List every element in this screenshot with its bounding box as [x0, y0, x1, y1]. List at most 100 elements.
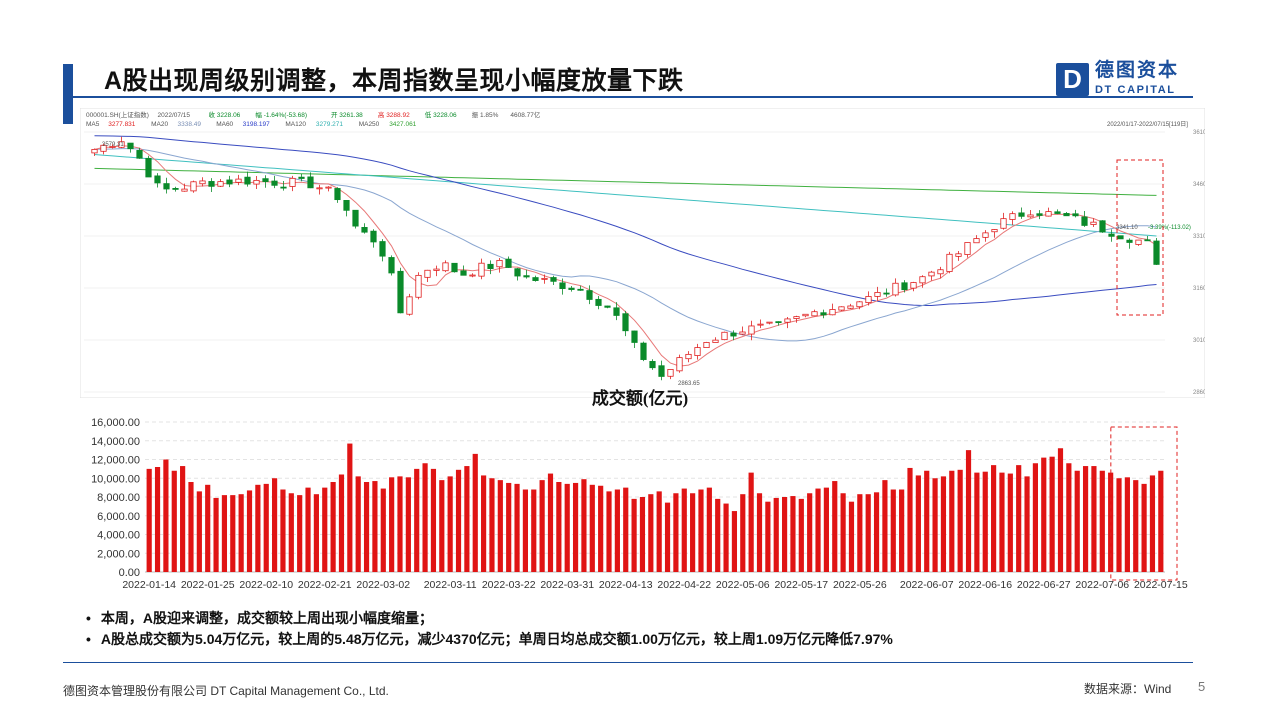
candle-body: [289, 177, 296, 187]
x-tick-label: 2022-04-13: [599, 579, 653, 591]
volume-bar: [740, 494, 746, 572]
candle-body: [514, 268, 521, 277]
ma250-line: [94, 167, 1157, 196]
volume-bar: [481, 475, 487, 572]
candle-body: [694, 347, 701, 356]
volume-bar: [1124, 477, 1130, 572]
candle-body: [955, 253, 962, 257]
candle-body: [136, 150, 143, 159]
low-label: 2863.65: [678, 381, 700, 387]
volume-bar: [238, 494, 244, 572]
volume-bar: [940, 476, 947, 572]
ma-legend-item: 3338.49: [178, 121, 202, 128]
volume-bar: [815, 488, 821, 572]
x-tick-label: 2022-06-07: [900, 579, 954, 591]
volume-bar: [840, 493, 846, 572]
volume-bar: [873, 492, 880, 572]
volume-bar: [639, 497, 646, 572]
volume-bar: [698, 489, 704, 572]
candle-body: [613, 307, 620, 316]
volume-bar: [1032, 463, 1039, 572]
volume-bar: [1149, 475, 1156, 572]
candle-body: [496, 259, 503, 268]
volume-bar: [305, 487, 311, 572]
candle-body: [415, 274, 422, 298]
volume-bar: [748, 472, 754, 572]
ma-legend-item: MA5: [86, 121, 100, 128]
candle-body: [334, 188, 341, 201]
volume-bar: [380, 488, 386, 572]
candle-body: [757, 323, 764, 326]
volume-bar: [614, 489, 620, 572]
volume-bar: [756, 493, 763, 572]
volume-bar: [1057, 448, 1064, 572]
x-tick-label: 2022-06-27: [1017, 579, 1071, 591]
candle-body: [802, 313, 809, 317]
x-tick-label: 2022-05-17: [774, 579, 828, 591]
candle-body: [100, 144, 107, 152]
volume-bar: [297, 495, 303, 572]
volume-bar: [447, 476, 453, 572]
candle-body: [208, 181, 215, 187]
candle-body: [865, 296, 872, 303]
volume-bar: [372, 481, 378, 572]
x-tick-label: 2022-07-15: [1134, 579, 1188, 591]
y-tick-label: 0.00: [119, 567, 140, 579]
volume-bar: [146, 468, 152, 572]
ma-legend-item: MA120: [285, 121, 306, 128]
volume-bar: [932, 478, 938, 572]
y-tick-label: 4,000.00: [97, 530, 140, 542]
x-tick-label: 2022-02-10: [239, 579, 293, 591]
candle-body: [1099, 220, 1106, 233]
page-title: A股出现周级别调整，本周指数呈现小幅度放量下跌: [104, 67, 684, 95]
candle-body: [1000, 218, 1007, 229]
candle-body: [604, 305, 611, 308]
y-tick-label: 16,000.00: [91, 417, 140, 429]
candle-body: [226, 179, 233, 185]
x-tick-label: 2022-03-31: [540, 579, 594, 591]
current-change-label: -3.39%(-113.02): [1148, 225, 1191, 231]
volume-bar: [472, 453, 478, 572]
y-tick-label: 3610: [1193, 130, 1205, 136]
volume-bar: [389, 477, 395, 572]
x-tick-label: 2022-03-11: [424, 579, 477, 591]
candle-body: [928, 271, 935, 277]
candle-body: [838, 306, 845, 311]
candle-body: [649, 361, 656, 369]
x-tick-label: 2022-01-14: [122, 579, 176, 591]
x-tick-label: 2022-05-06: [716, 579, 770, 591]
title-rule: [63, 96, 1193, 98]
info-line-item: 幅 -1.64%(-53.68): [255, 110, 307, 119]
candle-body: [163, 183, 170, 190]
candle-body: [127, 142, 134, 150]
candle-body: [631, 330, 638, 343]
candle-body: [766, 321, 773, 324]
candle-body: [370, 230, 377, 243]
ma-legend-item: 3277.831: [108, 121, 135, 128]
volume-bar: [598, 485, 604, 572]
candle-body: [280, 186, 287, 189]
ma120-line: [94, 154, 1157, 237]
volume-bar: [506, 482, 512, 572]
y-tick-label: 14,000.00: [91, 436, 140, 448]
candle-body: [343, 200, 350, 211]
page-number: 5: [1198, 679, 1206, 694]
candle-body: [820, 312, 827, 316]
volume-bar: [781, 497, 788, 572]
volume-bar: [949, 470, 955, 572]
volume-bar: [1049, 456, 1055, 572]
candle-body: [352, 209, 359, 227]
volume-bar: [347, 443, 353, 572]
ma-legend-item: MA250: [359, 121, 380, 128]
volume-bar: [974, 472, 980, 572]
candle-body: [730, 332, 737, 337]
summary-bullets: 本周，A股迎来调整，成交额较上周出现小幅度缩量； A股总成交额为5.04万亿元，…: [86, 607, 893, 649]
volume-bar: [1158, 470, 1164, 572]
x-tick-label: 2022-05-26: [833, 579, 887, 591]
volume-bar: [338, 474, 345, 572]
candle-body: [1018, 212, 1025, 217]
candle-body: [622, 313, 629, 332]
candle-body: [577, 288, 584, 291]
candle-body: [811, 311, 818, 317]
volume-bar: [489, 478, 495, 572]
